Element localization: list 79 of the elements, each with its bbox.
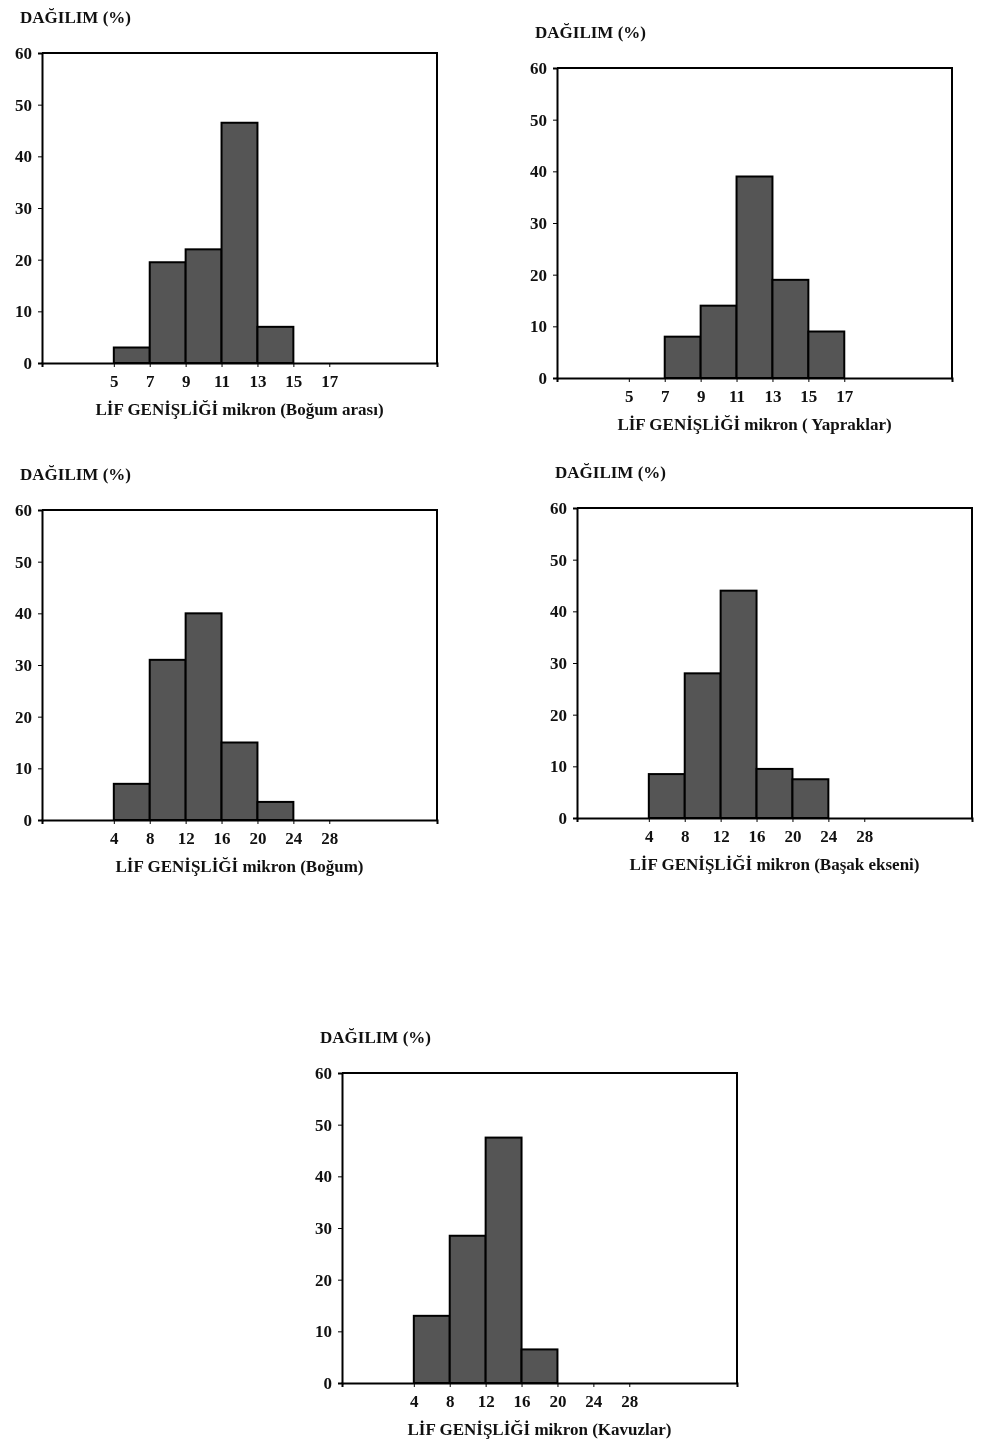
y-tick-label: 60 bbox=[315, 1063, 332, 1083]
x-tick-label: 16 bbox=[513, 1392, 531, 1412]
x-tick-label: 8 bbox=[145, 829, 155, 849]
x-tick-label: 11 bbox=[214, 372, 231, 392]
y-tick-label: 50 bbox=[530, 110, 547, 130]
x-tick-label: 17 bbox=[836, 387, 854, 407]
y-tick-label: 10 bbox=[15, 759, 32, 779]
y-tick-label: 50 bbox=[315, 1115, 332, 1135]
y-tick-label: 30 bbox=[315, 1218, 332, 1238]
y-axis-title: DAĞILIM (%) bbox=[20, 8, 131, 27]
x-tick-label: 8 bbox=[680, 827, 690, 847]
x-axis-title: LİF GENİŞLİĞİ mikron (Boğum arası) bbox=[95, 400, 384, 419]
x-tick-label: 11 bbox=[729, 387, 746, 407]
y-tick-label: 30 bbox=[15, 198, 32, 218]
y-axis-title: DAĞILIM (%) bbox=[535, 23, 646, 42]
x-axis-title: LİF GENİŞLİĞİ mikron (Boğum) bbox=[115, 857, 364, 876]
y-tick-label: 10 bbox=[550, 757, 567, 777]
x-tick-label: 5 bbox=[625, 387, 634, 407]
x-axis-title: LİF GENİŞLİĞİ mikron ( Yapraklar) bbox=[617, 415, 892, 434]
x-tick-label: 28 bbox=[621, 1392, 639, 1412]
y-tick-label: 20 bbox=[15, 250, 32, 270]
y-tick-label: 40 bbox=[530, 162, 547, 182]
x-tick-label: 9 bbox=[181, 372, 191, 392]
x-tick-label: 8 bbox=[445, 1392, 455, 1412]
y-tick-label: 60 bbox=[550, 498, 567, 518]
y-tick-label: 50 bbox=[15, 552, 32, 572]
y-axis-title: DAĞILIM (%) bbox=[320, 1028, 431, 1047]
y-tick-label: 10 bbox=[530, 317, 547, 337]
y-axis-title: DAĞILIM (%) bbox=[20, 465, 131, 484]
y-tick-label: 10 bbox=[315, 1322, 332, 1342]
y-tick-label: 0 bbox=[538, 368, 547, 388]
x-tick-label: 4 bbox=[645, 827, 655, 847]
y-tick-label: 0 bbox=[23, 353, 32, 373]
x-tick-label: 7 bbox=[660, 387, 670, 407]
x-tick-label: 12 bbox=[477, 1392, 495, 1412]
y-tick-label: 20 bbox=[15, 707, 32, 727]
x-tick-label: 17 bbox=[321, 372, 339, 392]
y-tick-label: 50 bbox=[15, 95, 32, 115]
x-tick-label: 16 bbox=[213, 829, 231, 849]
x-tick-label: 4 bbox=[110, 829, 120, 849]
x-tick-label: 12 bbox=[177, 829, 195, 849]
y-tick-label: 0 bbox=[323, 1373, 332, 1393]
x-tick-label: 13 bbox=[764, 387, 782, 407]
x-axis-title: LİF GENİŞLİĞİ mikron (Başak ekseni) bbox=[629, 855, 920, 874]
x-tick-label: 20 bbox=[249, 829, 267, 849]
y-tick-label: 20 bbox=[530, 265, 547, 285]
y-tick-label: 60 bbox=[15, 43, 32, 63]
y-tick-label: 20 bbox=[550, 705, 567, 725]
x-tick-label: 20 bbox=[784, 827, 802, 847]
x-tick-label: 9 bbox=[696, 387, 706, 407]
x-tick-label: 24 bbox=[820, 827, 838, 847]
y-tick-label: 0 bbox=[23, 810, 32, 830]
y-axis-title: DAĞILIM (%) bbox=[555, 463, 666, 482]
x-tick-label: 24 bbox=[285, 829, 303, 849]
y-tick-label: 0 bbox=[558, 808, 567, 828]
x-tick-label: 13 bbox=[249, 372, 267, 392]
x-tick-label: 7 bbox=[145, 372, 155, 392]
y-tick-label: 60 bbox=[530, 58, 547, 78]
y-tick-label: 10 bbox=[15, 302, 32, 322]
y-tick-label: 30 bbox=[530, 213, 547, 233]
y-tick-label: 40 bbox=[550, 602, 567, 622]
x-tick-label: 12 bbox=[712, 827, 730, 847]
x-tick-label: 15 bbox=[800, 387, 818, 407]
x-tick-label: 15 bbox=[285, 372, 303, 392]
x-axis-title: LİF GENİŞLİĞİ mikron (Kavuzlar) bbox=[407, 1420, 672, 1439]
x-tick-label: 5 bbox=[110, 372, 119, 392]
y-tick-label: 20 bbox=[315, 1270, 332, 1290]
x-tick-label: 28 bbox=[856, 827, 874, 847]
y-tick-label: 40 bbox=[15, 147, 32, 167]
y-tick-label: 60 bbox=[15, 500, 32, 520]
x-tick-label: 4 bbox=[410, 1392, 420, 1412]
x-tick-label: 28 bbox=[321, 829, 339, 849]
y-tick-label: 40 bbox=[315, 1167, 332, 1187]
x-tick-label: 16 bbox=[748, 827, 766, 847]
x-tick-label: 24 bbox=[585, 1392, 603, 1412]
y-tick-label: 40 bbox=[15, 604, 32, 624]
y-tick-label: 50 bbox=[550, 550, 567, 570]
y-tick-label: 30 bbox=[550, 653, 567, 673]
y-tick-label: 30 bbox=[15, 655, 32, 675]
